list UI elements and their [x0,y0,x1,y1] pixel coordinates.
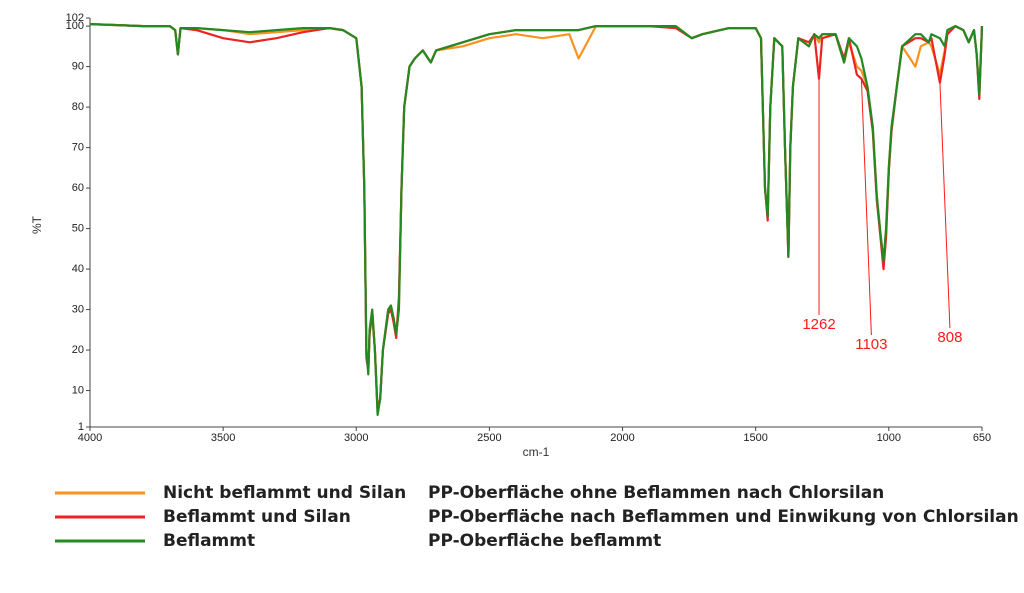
series-line [89,23,984,412]
y-tick-label: 30 [72,303,84,315]
annotation: 1103 [855,336,887,353]
legend-description: PP-Oberfläche beflammt [428,531,661,551]
x-tick-label: 2000 [610,432,634,444]
y-tick-label: 60 [72,182,84,194]
x-tick-label: 1500 [743,432,767,444]
x-tick-label: 2500 [477,432,501,444]
y-tick-label: 50 [72,222,84,234]
x-tick-label: 3500 [211,432,235,444]
y-tick-label: 40 [72,263,84,275]
x-tick-label: 1000 [877,432,901,444]
legend-label: Beflammt und Silan [163,507,351,527]
legend-label: Beflammt [163,531,255,551]
y-tick-label: 90 [72,61,84,73]
legend-description: PP-Oberfläche ohne Beflammen nach Chlors… [428,483,884,503]
y-tick-label: 102 [66,12,84,24]
annotation: 808 [937,329,962,346]
annotation-leader [939,82,951,329]
y-tick-label: 10 [72,384,84,396]
y-tick-label: 100 [66,20,84,32]
y-axis-label: %T [30,215,44,234]
x-axis-label: cm-1 [523,445,550,459]
annotation-leader [860,78,872,336]
y-tick-label: 20 [72,344,84,356]
y-tick-label: 80 [72,101,84,113]
x-tick-label: 4000 [78,432,102,444]
x-tick-label: 650 [973,432,991,444]
series-line [89,23,984,416]
series-line [89,23,984,412]
y-tick-label: 70 [72,141,84,153]
y-tick-label: 1 [78,421,84,433]
legend-label: Nicht beflammt und Silan [163,483,406,503]
x-tick-label: 3000 [344,432,368,444]
legend-description: PP-Oberfläche nach Beflammen und Einwiku… [428,507,1019,527]
annotation: 1262 [802,316,835,333]
